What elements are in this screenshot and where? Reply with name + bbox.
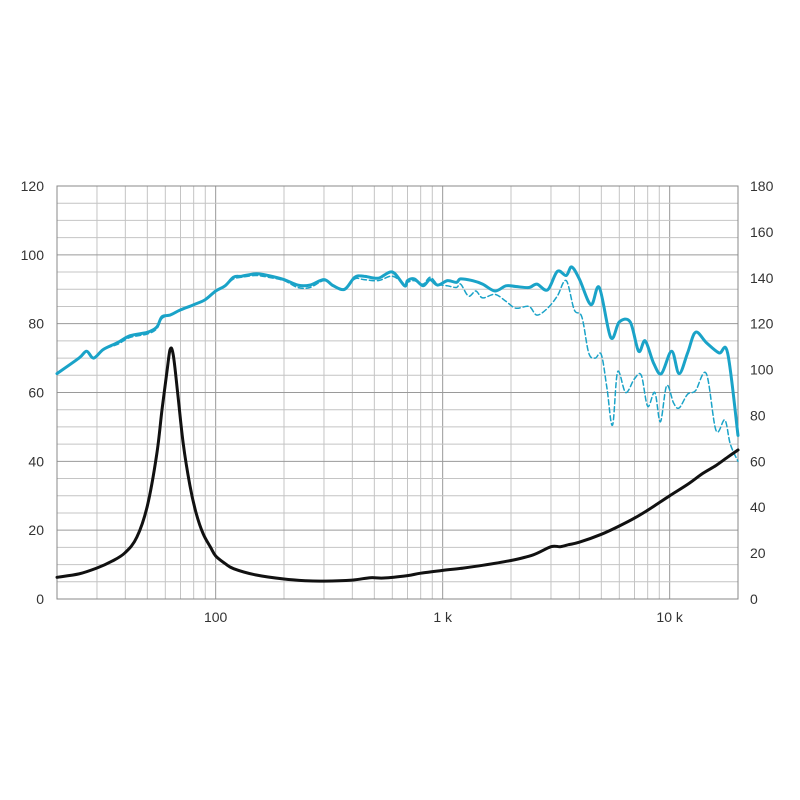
left-y-tick-label: 120 bbox=[21, 178, 45, 194]
left-y-tick-label: 0 bbox=[36, 591, 44, 607]
left-y-axis-tick-labels: 0 20 40 60 80 100 120 bbox=[21, 178, 45, 607]
right-y-tick-label: 20 bbox=[750, 545, 766, 561]
right-y-tick-label: 0 bbox=[750, 591, 758, 607]
right-y-tick-label: 60 bbox=[750, 453, 766, 469]
frequency-response-solid-line bbox=[55, 265, 740, 437]
right-y-tick-label: 40 bbox=[750, 499, 766, 515]
x-tick-label: 10 k bbox=[656, 609, 683, 625]
left-y-tick-label: 40 bbox=[28, 453, 44, 469]
left-y-tick-label: 100 bbox=[21, 247, 45, 263]
left-y-tick-label: 60 bbox=[28, 385, 44, 401]
right-y-tick-label: 140 bbox=[750, 270, 774, 286]
right-y-tick-label: 180 bbox=[750, 178, 774, 194]
x-tick-label: 100 bbox=[204, 609, 228, 625]
left-y-tick-label: 80 bbox=[28, 316, 44, 332]
series-layer bbox=[55, 265, 740, 583]
right-y-tick-label: 80 bbox=[750, 407, 766, 423]
right-y-tick-label: 120 bbox=[750, 316, 774, 332]
x-tick-label: 1 k bbox=[433, 609, 453, 625]
right-y-tick-label: 100 bbox=[750, 362, 774, 378]
x-axis-tick-labels: 100 1 k 10 k bbox=[204, 609, 684, 625]
impedance-line bbox=[55, 346, 740, 583]
right-y-tick-label: 160 bbox=[750, 224, 774, 240]
plot-area-frame bbox=[56, 185, 739, 600]
left-y-tick-label: 20 bbox=[28, 522, 44, 538]
grid-lines bbox=[56, 185, 739, 600]
right-y-axis-tick-labels: 0 20 40 60 80 100 120 140 160 180 bbox=[750, 178, 774, 607]
